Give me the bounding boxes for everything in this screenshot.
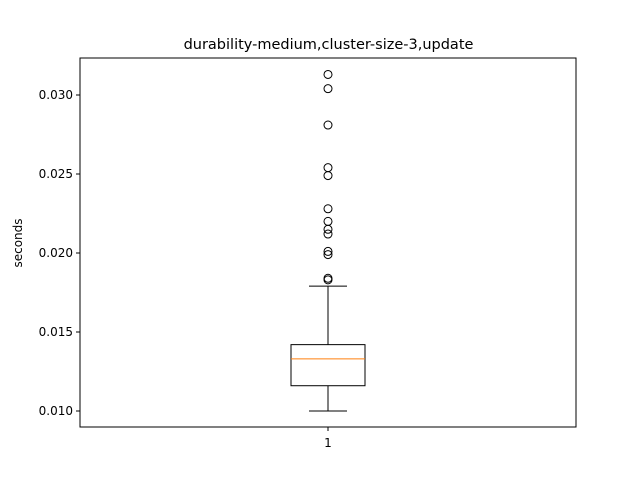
outlier-point — [323, 171, 333, 181]
outlier-point — [323, 204, 333, 214]
outlier-point — [323, 229, 333, 239]
plot-frame — [79, 57, 577, 428]
outlier-point — [323, 246, 333, 256]
x-tick-label: 1 — [324, 436, 332, 450]
plot-layer — [290, 69, 366, 412]
box-iqr — [290, 344, 366, 387]
outlier-point — [323, 216, 333, 226]
axes-layer: 0.010 0.015 0.020 0.025 0.030 1 — [39, 57, 577, 450]
outlier-point — [323, 273, 333, 283]
y-tick-label: 0.020 — [39, 246, 73, 260]
y-tick-label: 0.030 — [39, 88, 73, 102]
y-axis-label: seconds — [11, 218, 25, 267]
outlier-point — [323, 250, 333, 260]
outlier-point — [323, 69, 333, 79]
outlier-point — [323, 224, 333, 234]
chart-title: durability-medium,cluster-size-3,update — [184, 37, 474, 53]
y-tick-label: 0.015 — [39, 325, 73, 339]
outlier-point — [323, 163, 333, 173]
outlier-point — [323, 120, 333, 130]
y-tick-label: 0.025 — [39, 167, 73, 181]
outlier-point — [323, 84, 333, 94]
y-tick-label: 0.010 — [39, 404, 73, 418]
